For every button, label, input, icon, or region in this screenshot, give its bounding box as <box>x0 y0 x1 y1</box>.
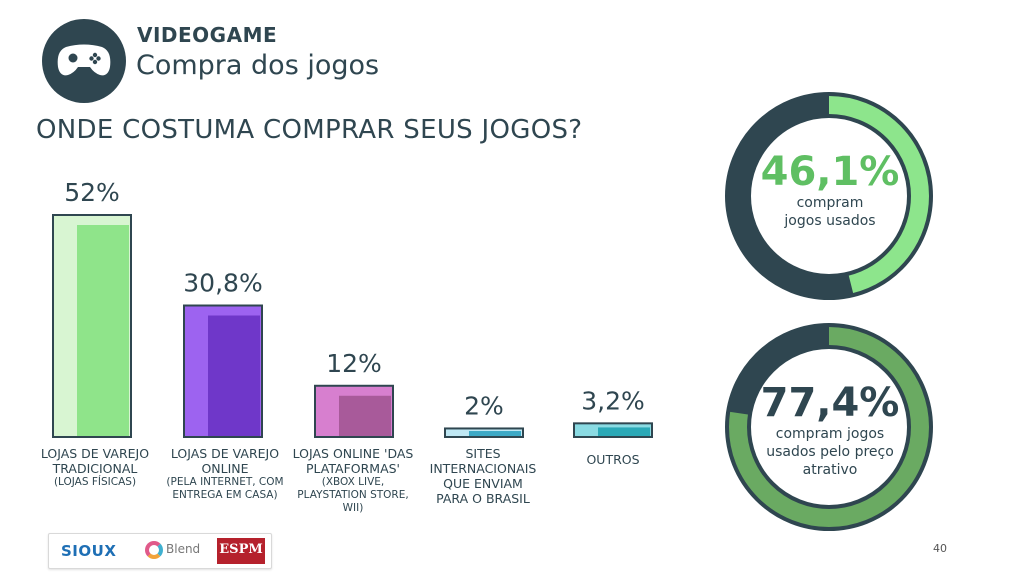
category-label-note: (XBOX LIVE, PLAYSTATION STORE, WII) <box>297 476 409 514</box>
category-label-3: SITES INTERNACIONAIS QUE ENVIAM PARA O B… <box>428 446 538 506</box>
blend-logo-icon <box>145 541 163 559</box>
category-label-main: OUTROS <box>586 452 640 467</box>
blend-logo: Blend <box>166 542 201 556</box>
bar-inner-0 <box>77 225 129 436</box>
ring-caption-line: jogos usados <box>784 213 876 229</box>
category-label-1: LOJAS DE VAREJO ONLINE (PELA INTERNET, C… <box>166 446 284 502</box>
category-label-main: SITES INTERNACIONAIS QUE ENVIAM PARA O B… <box>429 446 537 506</box>
ring-caption-line: compram jogos <box>775 426 885 442</box>
bar-value-label-0: 52% <box>64 178 120 207</box>
page-number: 40 <box>933 542 947 555</box>
ring-text-1: 77,4% compram jogos usados pelo preço at… <box>745 381 915 479</box>
espm-logo: ESPM <box>217 538 265 564</box>
category-label-note: (LOJAS FÍSICAS) <box>53 476 137 488</box>
header-subtitle: Compra dos jogos <box>136 50 380 81</box>
header-category: VIDEOGAME <box>137 23 278 47</box>
ring-caption-line: usados pelo preço <box>766 444 894 460</box>
sioux-logo: SIOUX <box>61 542 117 560</box>
category-label-main: LOJAS ONLINE 'DAS PLATAFORMAS' <box>292 446 414 476</box>
ring-text-0: 46,1% compram jogos usados <box>745 150 915 230</box>
ring-value: 77,4% <box>760 380 900 426</box>
ring-value: 46,1% <box>760 149 900 195</box>
bar-value-label-4: 3,2% <box>581 386 645 415</box>
ring-caption-line: compram <box>796 195 864 211</box>
category-label-main: LOJAS DE VAREJO TRADICIONAL <box>40 446 150 476</box>
bar-value-label-3: 2% <box>464 391 504 420</box>
gamepad-icon <box>57 44 111 76</box>
ring-caption-line: atrativo <box>802 462 858 478</box>
header-logo <box>42 19 126 103</box>
category-label-main: LOJAS DE VAREJO ONLINE <box>170 446 280 476</box>
category-label-0: LOJAS DE VAREJO TRADICIONAL (LOJAS FÍSIC… <box>38 446 152 489</box>
ring-fill-0 <box>729 96 929 296</box>
chart-title: ONDE COSTUMA COMPRAR SEUS JOGOS? <box>36 115 583 145</box>
ring-fill-1 <box>729 327 929 527</box>
bar-value-label-1: 30,8% <box>183 269 262 298</box>
partner-logos: SIOUX Blend ESPM <box>48 533 272 569</box>
category-label-4: OUTROS <box>560 452 666 467</box>
category-label-note: (PELA INTERNET, COM ENTREGA EM CASA) <box>166 476 284 501</box>
bar-inner-1 <box>208 315 260 436</box>
bar-inner-3 <box>469 431 521 436</box>
category-label-2: LOJAS ONLINE 'DAS PLATAFORMAS' (XBOX LIV… <box>290 446 416 515</box>
bar-value-label-2: 12% <box>326 349 382 378</box>
bar-inner-4 <box>598 427 650 436</box>
bar-inner-2 <box>339 395 391 436</box>
